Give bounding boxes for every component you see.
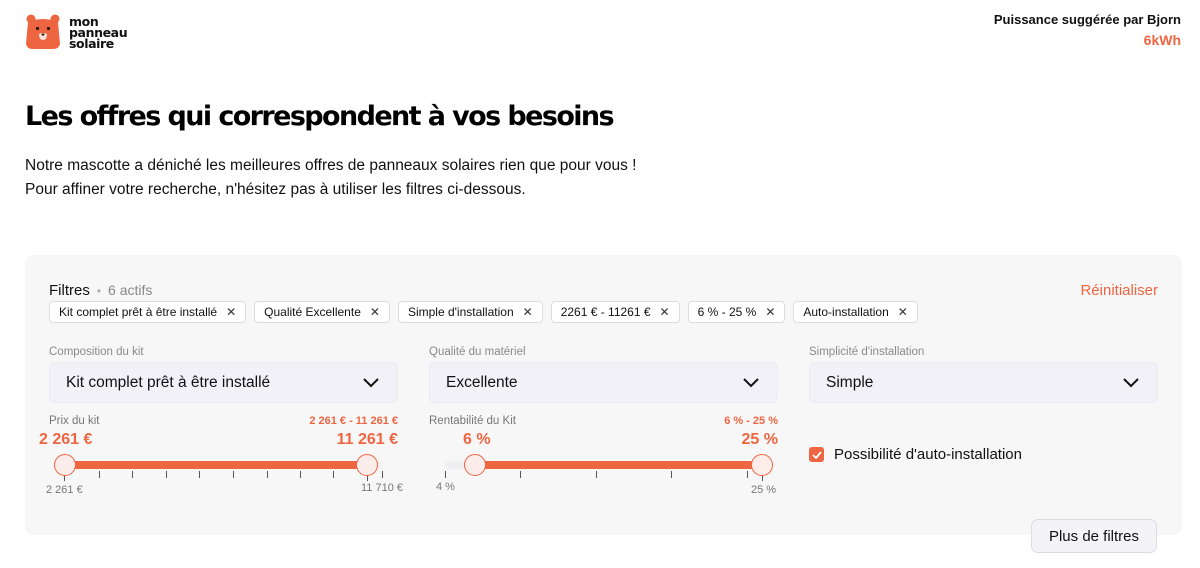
tick (233, 471, 234, 478)
auto-install-checkbox[interactable] (809, 447, 824, 462)
close-icon[interactable]: ✕ (369, 305, 380, 319)
kit-composition-select[interactable]: Kit complet prêt à être installé (49, 362, 398, 403)
tick (199, 471, 200, 478)
price-scale-min: 2 261 € (46, 484, 83, 496)
chip-label: 2261 € - 11261 € (560, 305, 651, 319)
tick (300, 471, 301, 478)
install-simplicity-label: Simplicité d'installation (809, 346, 925, 358)
price-slider-title: Prix du kit (49, 415, 100, 427)
tick (333, 471, 334, 478)
tick (382, 471, 383, 478)
kit-composition-label: Composition du kit (49, 346, 144, 358)
price-min-value: 2 261 € (39, 431, 93, 448)
chip-label: 6 % - 25 % (697, 305, 757, 319)
profitability-scale-min: 4 % (436, 481, 455, 493)
profitability-scale-max: 25 % (751, 484, 777, 496)
suggested-power-value: 6kWh (1143, 32, 1181, 48)
logo[interactable]: mon panneau solaire (25, 13, 128, 51)
material-quality-label: Qualité du matériel (429, 346, 526, 358)
profitability-range-text: 6 % - 25 % (724, 415, 778, 427)
filter-chip-price[interactable]: 2261 € - 11261 € ✕ (550, 301, 680, 323)
tick (132, 471, 133, 478)
tick (64, 471, 65, 481)
filter-chip-quality[interactable]: Qualité Excellente ✕ (254, 301, 390, 323)
more-filters-button[interactable]: Plus de filtres (1031, 519, 1157, 553)
material-quality-select[interactable]: Excellente (429, 362, 778, 403)
logo-line-3: solaire (69, 35, 114, 51)
chip-label: Simple d'installation (407, 305, 514, 319)
price-max-handle[interactable] (356, 454, 378, 476)
install-simplicity-select[interactable]: Simple (809, 362, 1158, 403)
filter-chip-kit[interactable]: Kit complet prêt à être installé ✕ (49, 301, 247, 323)
checkmark-icon (811, 450, 822, 459)
tick (747, 471, 748, 478)
price-scale-max: 11 710 € (361, 482, 404, 494)
filter-chip-profitability[interactable]: 6 % - 25 % ✕ (687, 301, 786, 323)
chip-label: Auto-installation (803, 305, 889, 319)
filters-title: Filtres (49, 282, 90, 299)
profitability-max-value: 25 % (741, 431, 778, 448)
price-range-text: 2 261 € - 11 261 € (309, 415, 398, 427)
logo-line-2: panneau (69, 24, 128, 40)
profitability-min-handle[interactable] (464, 454, 486, 476)
tick (671, 471, 672, 478)
select-value: Simple (826, 373, 874, 391)
filters-panel: Filtres • 6 actifs Réinitialiser Kit com… (25, 255, 1182, 535)
separator-dot: • (96, 284, 102, 298)
filter-chip-simplicity[interactable]: Simple d'installation ✕ (397, 301, 543, 323)
filters-header: Filtres • 6 actifs (49, 282, 152, 299)
chevron-down-icon (363, 377, 379, 387)
select-value: Kit complet prêt à être installé (66, 373, 271, 391)
auto-install-label: Possibilité d'auto-installation (834, 446, 1022, 463)
select-value: Excellente (446, 373, 518, 391)
chip-label: Qualité Excellente (264, 305, 361, 319)
reset-filters-link[interactable]: Réinitialiser (1080, 282, 1158, 299)
profitability-slider-title: Rentabilité du Kit (429, 415, 516, 427)
chevron-down-icon (743, 377, 759, 387)
page-intro: Notre mascotte a déniché les meilleures … (25, 154, 636, 202)
profitability-max-handle[interactable] (751, 454, 773, 476)
chip-label: Kit complet prêt à être installé (59, 305, 218, 319)
tick (367, 471, 368, 481)
close-icon[interactable]: ✕ (659, 305, 670, 319)
active-filters-count: 6 actifs (108, 282, 153, 298)
close-icon[interactable]: ✕ (522, 305, 533, 319)
price-min-handle[interactable] (54, 454, 76, 476)
price-max-value: 11 261 € (336, 431, 398, 448)
auto-install-checkbox-row[interactable]: Possibilité d'auto-installation (809, 446, 1022, 463)
tick (99, 471, 100, 478)
page-title: Les offres qui correspondent à vos besoi… (25, 101, 615, 132)
intro-line-2: Pour affiner votre recherche, n'hésitez … (25, 181, 526, 198)
tick (520, 471, 521, 478)
logo-text: mon panneau solaire (69, 13, 128, 51)
suggested-power: Puissance suggérée par Bjorn 6kWh (994, 12, 1181, 48)
profitability-slider-fill (475, 461, 762, 469)
bear-mascot-icon (26, 14, 60, 49)
suggested-power-label: Puissance suggérée par Bjorn (993, 12, 1181, 27)
close-icon[interactable]: ✕ (897, 305, 908, 319)
profitability-min-value: 6 % (463, 431, 491, 448)
intro-line-1: Notre mascotte a déniché les meilleures … (25, 157, 637, 174)
price-slider-fill (65, 461, 367, 469)
active-filter-chips: Kit complet prêt à être installé ✕ Qualit… (49, 301, 918, 323)
close-icon[interactable]: ✕ (226, 305, 237, 319)
tick (166, 471, 167, 478)
logo-line-1: mon (69, 13, 99, 29)
filter-chip-auto-install[interactable]: Auto-installation ✕ (793, 301, 918, 323)
close-icon[interactable]: ✕ (765, 305, 776, 319)
tick (445, 471, 446, 478)
tick (596, 471, 597, 478)
tick (762, 471, 763, 481)
tick (267, 471, 268, 478)
chevron-down-icon (1123, 377, 1139, 387)
